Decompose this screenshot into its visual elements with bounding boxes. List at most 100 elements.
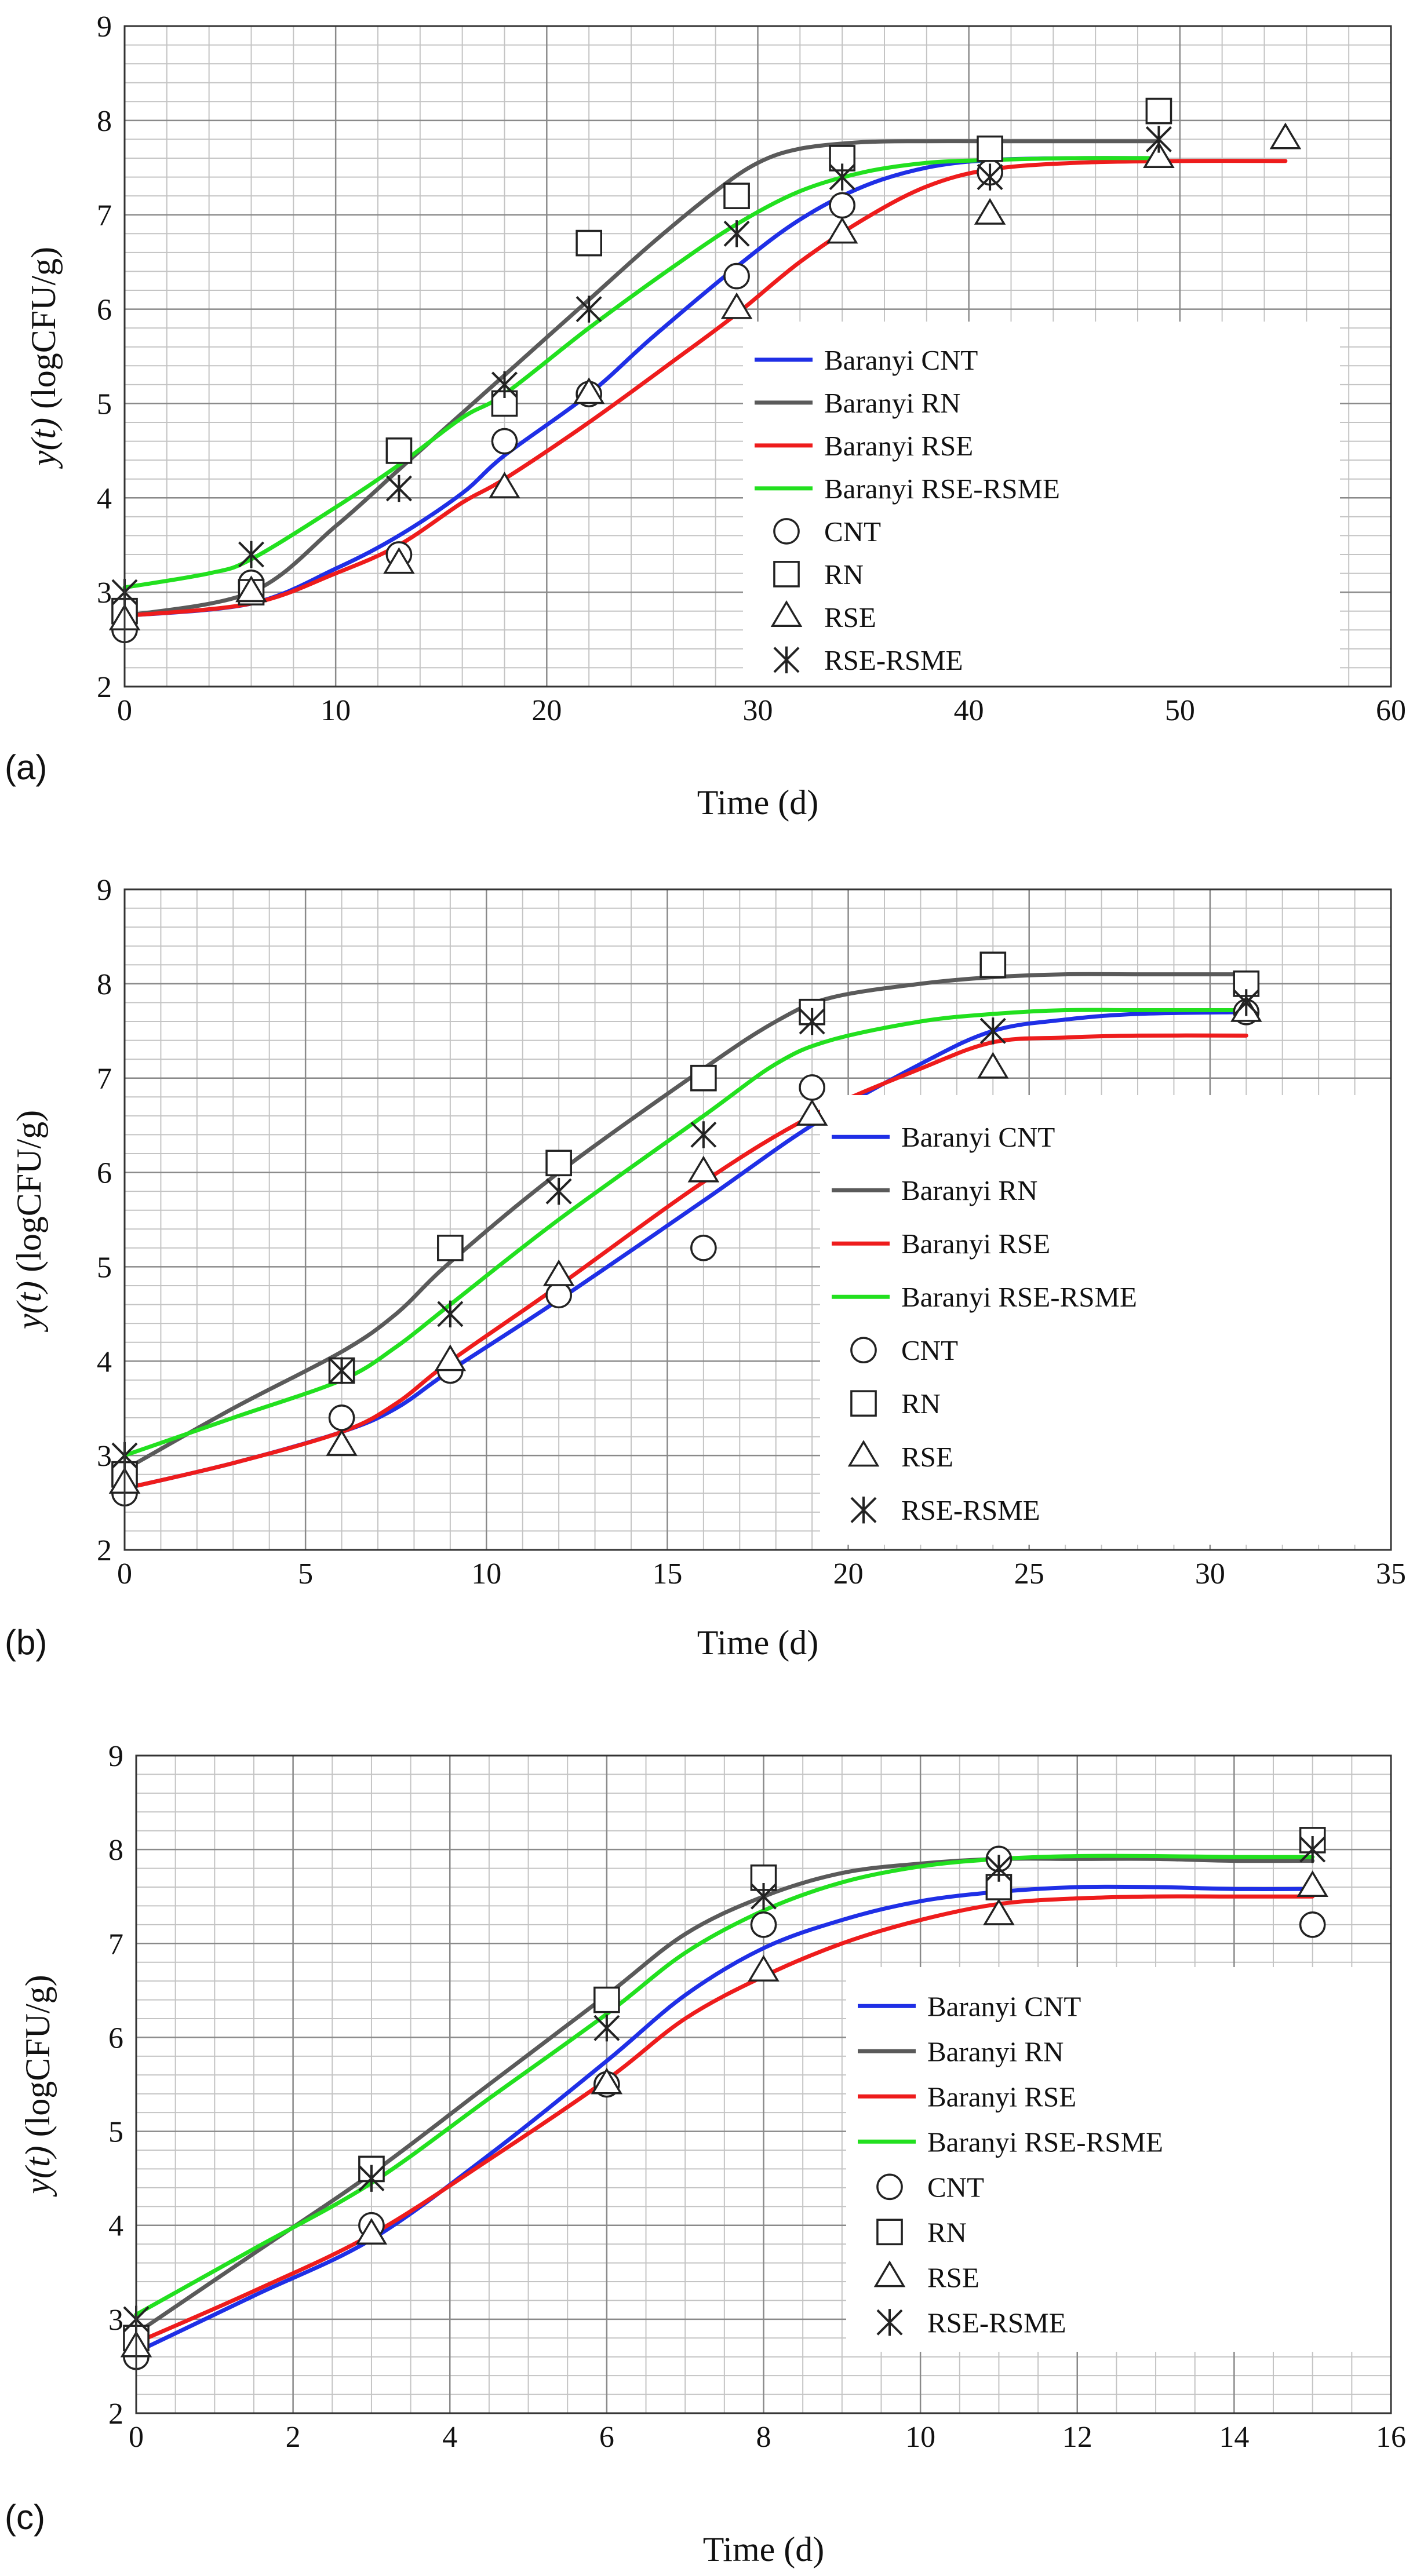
legend-box	[820, 1095, 1391, 1545]
legend-item-baranyi-cnt: Baranyi CNT	[755, 344, 978, 376]
series-markers-rse	[108, 995, 1262, 1494]
legend-item-baranyi-rn: Baranyi RN	[832, 1174, 1037, 1206]
legend-label: RN	[901, 1388, 941, 1420]
legend-item-rse-rsme: RSE-RSME	[876, 2307, 1066, 2338]
series-markers-rse-rsme	[123, 1836, 1326, 2333]
legend-item-rn: RN	[876, 2216, 967, 2248]
panel-2-chart: Baranyi CNT Baranyi RN Baranyi RSE Baranyi …	[5, 1740, 1406, 2568]
data-point-cnt	[1299, 1911, 1326, 1938]
panel-2-label: (c)	[5, 2498, 45, 2537]
panel-1-legend: Baranyi CNT Baranyi RN Baranyi RSE Baranyi …	[820, 1095, 1391, 1545]
y-tick-label: 2	[108, 2398, 123, 2431]
y-tick-label: 3	[97, 577, 112, 610]
data-point-rse	[383, 547, 415, 574]
data-point-rse-rsme	[985, 1855, 1012, 1882]
legend-label: Baranyi RSE	[824, 430, 973, 462]
legend-label: Baranyi CNT	[927, 1990, 1081, 2022]
y-tick-label: 9	[97, 874, 112, 907]
legend-marker-cnt	[773, 518, 800, 545]
data-point-rse-rsme	[751, 1883, 777, 1910]
data-point-rse-rsme	[358, 2165, 385, 2192]
x-tick-label: 50	[1165, 694, 1195, 727]
panel-0-x-axis-title: Time (d)	[697, 783, 818, 822]
legend-label: RN	[824, 559, 864, 590]
legend-item-rse: RSE	[847, 1440, 953, 1473]
data-point-rn	[545, 1150, 572, 1177]
data-point-rn	[979, 951, 1007, 979]
data-point-cnt	[690, 1235, 717, 1261]
legend-marker-rse-rsme	[876, 2309, 903, 2336]
series-line-baranyi-rse	[122, 159, 1288, 618]
data-point-rse-rsme	[723, 220, 750, 247]
data-point-cnt	[545, 1282, 572, 1309]
legend-marker-rse-rsme	[773, 646, 800, 674]
data-point-cnt	[750, 1911, 777, 1938]
legend-label: RSE	[901, 1441, 953, 1473]
x-tick-label: 0	[117, 1557, 132, 1590]
legend-marker-rse-rsme	[850, 1497, 877, 1524]
data-point-cnt	[723, 262, 750, 290]
x-tick-label: 30	[1195, 1557, 1225, 1590]
x-tick-label: 4	[442, 2421, 457, 2454]
data-point-rse	[826, 217, 858, 244]
y-tick-label: 7	[97, 199, 112, 232]
data-point-rn	[576, 229, 602, 257]
y-tick-label: 5	[97, 388, 112, 421]
legend-item-cnt: CNT	[876, 2171, 984, 2203]
legend-label: Baranyi RSE-RSME	[824, 473, 1060, 505]
legend-box	[743, 322, 1340, 688]
y-tick-label: 6	[108, 2022, 123, 2055]
legend-item-baranyi-rse-rsme: Baranyi RSE-RSME	[755, 473, 1060, 505]
data-point-rse	[977, 1052, 1009, 1079]
legend-label: Baranyi RN	[824, 387, 960, 419]
legend-label: Baranyi CNT	[824, 344, 978, 376]
legend-label: Baranyi RSE-RSME	[901, 1281, 1137, 1313]
legend-label: Baranyi CNT	[901, 1121, 1055, 1153]
x-tick-label: 10	[321, 694, 351, 727]
panel-0-label: (a)	[5, 748, 47, 787]
y-axis-title-symbol: y(t)	[10, 1281, 48, 1333]
x-tick-label: 0	[117, 694, 132, 727]
data-point-rn	[690, 1064, 717, 1092]
data-point-rse	[355, 2218, 388, 2245]
data-point-rse	[1269, 122, 1302, 149]
panel-1-label: (b)	[5, 1623, 47, 1662]
data-point-rse	[720, 292, 753, 319]
data-point-rse	[591, 2067, 623, 2095]
y-tick-label: 9	[108, 1740, 123, 1773]
panel-0-plot-frame	[123, 25, 1392, 688]
y-tick-label: 4	[108, 2210, 123, 2243]
data-point-rse	[542, 1259, 575, 1286]
series-line-baranyi-rse-rsme	[122, 156, 1161, 590]
data-point-cnt	[491, 428, 518, 455]
x-tick-label: 20	[531, 694, 562, 727]
legend-label: RSE	[927, 2261, 979, 2293]
panel-2-y-axis-title: y(t) (logCFU/g)	[19, 1975, 57, 2197]
x-tick-label: 0	[129, 2421, 144, 2454]
legend-item-rn: RN	[850, 1388, 941, 1420]
legend-label: CNT	[927, 2171, 984, 2203]
legend-label: Baranyi RN	[901, 1174, 1037, 1206]
legend-label: RN	[927, 2216, 967, 2248]
x-tick-label: 35	[1376, 1557, 1406, 1590]
data-point-rse	[235, 575, 267, 603]
data-point-rn	[593, 1986, 620, 2013]
x-tick-label: 2	[286, 2421, 301, 2454]
x-tick-label: 20	[833, 1557, 864, 1590]
data-point-cnt	[799, 1074, 825, 1101]
legend-item-baranyi-rse-rsme: Baranyi RSE-RSME	[832, 1281, 1137, 1313]
legend-marker-rse	[847, 1440, 880, 1467]
y-tick-label: 2	[97, 671, 112, 704]
x-tick-label: 40	[954, 694, 984, 727]
legend-item-rse: RSE	[873, 2260, 979, 2293]
y-tick-label: 6	[97, 1157, 112, 1190]
legend-label: Baranyi RSE-RSME	[927, 2126, 1163, 2158]
panel-2-x-axis-title: Time (d)	[703, 2530, 824, 2568]
panel-0-chart: Baranyi CNT Baranyi RN Baranyi RSE Baranyi …	[5, 10, 1406, 822]
data-point-rse	[326, 1429, 358, 1456]
data-point-rse-rsme	[690, 1121, 717, 1148]
panel-1-chart: Baranyi CNT Baranyi RN Baranyi RSE Baranyi …	[5, 874, 1406, 1662]
x-tick-label: 10	[905, 2421, 935, 2454]
data-point-rse-rsme	[1145, 126, 1172, 153]
legend-item-rse: RSE	[770, 600, 876, 633]
